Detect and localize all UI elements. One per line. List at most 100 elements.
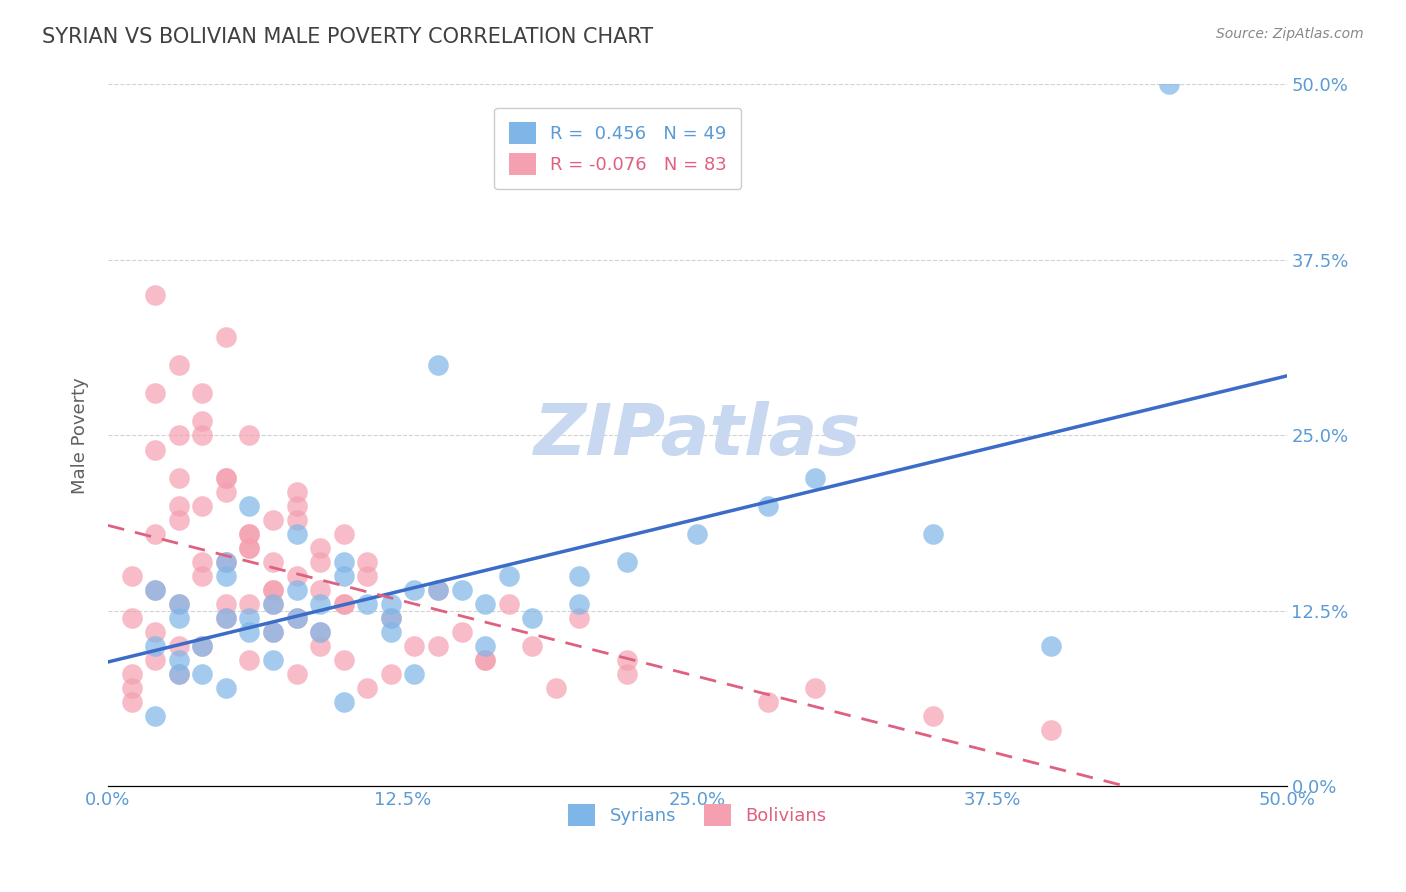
Point: [191, 639, 214, 653]
Point: [332, 597, 354, 611]
Point: [427, 582, 450, 597]
Point: [309, 639, 332, 653]
Point: [143, 442, 166, 457]
Point: [380, 611, 402, 625]
Point: [380, 625, 402, 640]
Point: [332, 597, 354, 611]
Point: [616, 653, 638, 667]
Point: [143, 639, 166, 653]
Point: [380, 597, 402, 611]
Point: [450, 625, 472, 640]
Point: [143, 653, 166, 667]
Point: [143, 526, 166, 541]
Point: [215, 555, 238, 569]
Point: [143, 288, 166, 302]
Point: [262, 597, 284, 611]
Point: [191, 639, 214, 653]
Point: [167, 667, 190, 681]
Point: [238, 611, 260, 625]
Point: [238, 526, 260, 541]
Point: [309, 541, 332, 555]
Point: [167, 470, 190, 484]
Point: [404, 582, 426, 597]
Point: [568, 611, 591, 625]
Point: [544, 681, 567, 696]
Point: [474, 639, 496, 653]
Point: [356, 569, 378, 583]
Point: [215, 681, 238, 696]
Point: [804, 681, 827, 696]
Point: [309, 597, 332, 611]
Point: [121, 695, 143, 709]
Point: [404, 639, 426, 653]
Point: [121, 569, 143, 583]
Point: [922, 709, 945, 723]
Point: [262, 582, 284, 597]
Point: [238, 653, 260, 667]
Point: [285, 667, 308, 681]
Point: [332, 569, 354, 583]
Point: [1039, 639, 1062, 653]
Point: [474, 653, 496, 667]
Point: [498, 597, 520, 611]
Point: [143, 625, 166, 640]
Y-axis label: Male Poverty: Male Poverty: [72, 377, 89, 494]
Point: [238, 428, 260, 442]
Point: [332, 526, 354, 541]
Point: [427, 639, 450, 653]
Point: [262, 597, 284, 611]
Point: [167, 611, 190, 625]
Point: [167, 597, 190, 611]
Point: [756, 499, 779, 513]
Point: [616, 667, 638, 681]
Point: [522, 639, 544, 653]
Point: [427, 582, 450, 597]
Point: [568, 597, 591, 611]
Point: [332, 555, 354, 569]
Point: [285, 513, 308, 527]
Point: [285, 526, 308, 541]
Point: [332, 653, 354, 667]
Text: ZIPatlas: ZIPatlas: [534, 401, 860, 470]
Point: [238, 541, 260, 555]
Point: [262, 513, 284, 527]
Point: [285, 611, 308, 625]
Point: [474, 597, 496, 611]
Point: [309, 625, 332, 640]
Point: [167, 639, 190, 653]
Point: [356, 555, 378, 569]
Point: [167, 499, 190, 513]
Point: [215, 611, 238, 625]
Point: [356, 597, 378, 611]
Point: [167, 667, 190, 681]
Point: [238, 597, 260, 611]
Point: [262, 582, 284, 597]
Point: [522, 611, 544, 625]
Legend: Syrians, Bolivians: Syrians, Bolivians: [561, 797, 834, 834]
Point: [285, 499, 308, 513]
Point: [756, 695, 779, 709]
Point: [380, 611, 402, 625]
Point: [191, 569, 214, 583]
Point: [191, 667, 214, 681]
Point: [215, 470, 238, 484]
Point: [309, 582, 332, 597]
Point: [215, 555, 238, 569]
Point: [450, 582, 472, 597]
Point: [285, 569, 308, 583]
Point: [215, 611, 238, 625]
Point: [121, 611, 143, 625]
Point: [262, 625, 284, 640]
Point: [143, 582, 166, 597]
Point: [686, 526, 709, 541]
Point: [191, 414, 214, 428]
Point: [616, 555, 638, 569]
Point: [191, 386, 214, 401]
Point: [427, 358, 450, 372]
Point: [238, 541, 260, 555]
Point: [167, 597, 190, 611]
Text: Source: ZipAtlas.com: Source: ZipAtlas.com: [1216, 27, 1364, 41]
Point: [167, 653, 190, 667]
Point: [262, 555, 284, 569]
Point: [332, 695, 354, 709]
